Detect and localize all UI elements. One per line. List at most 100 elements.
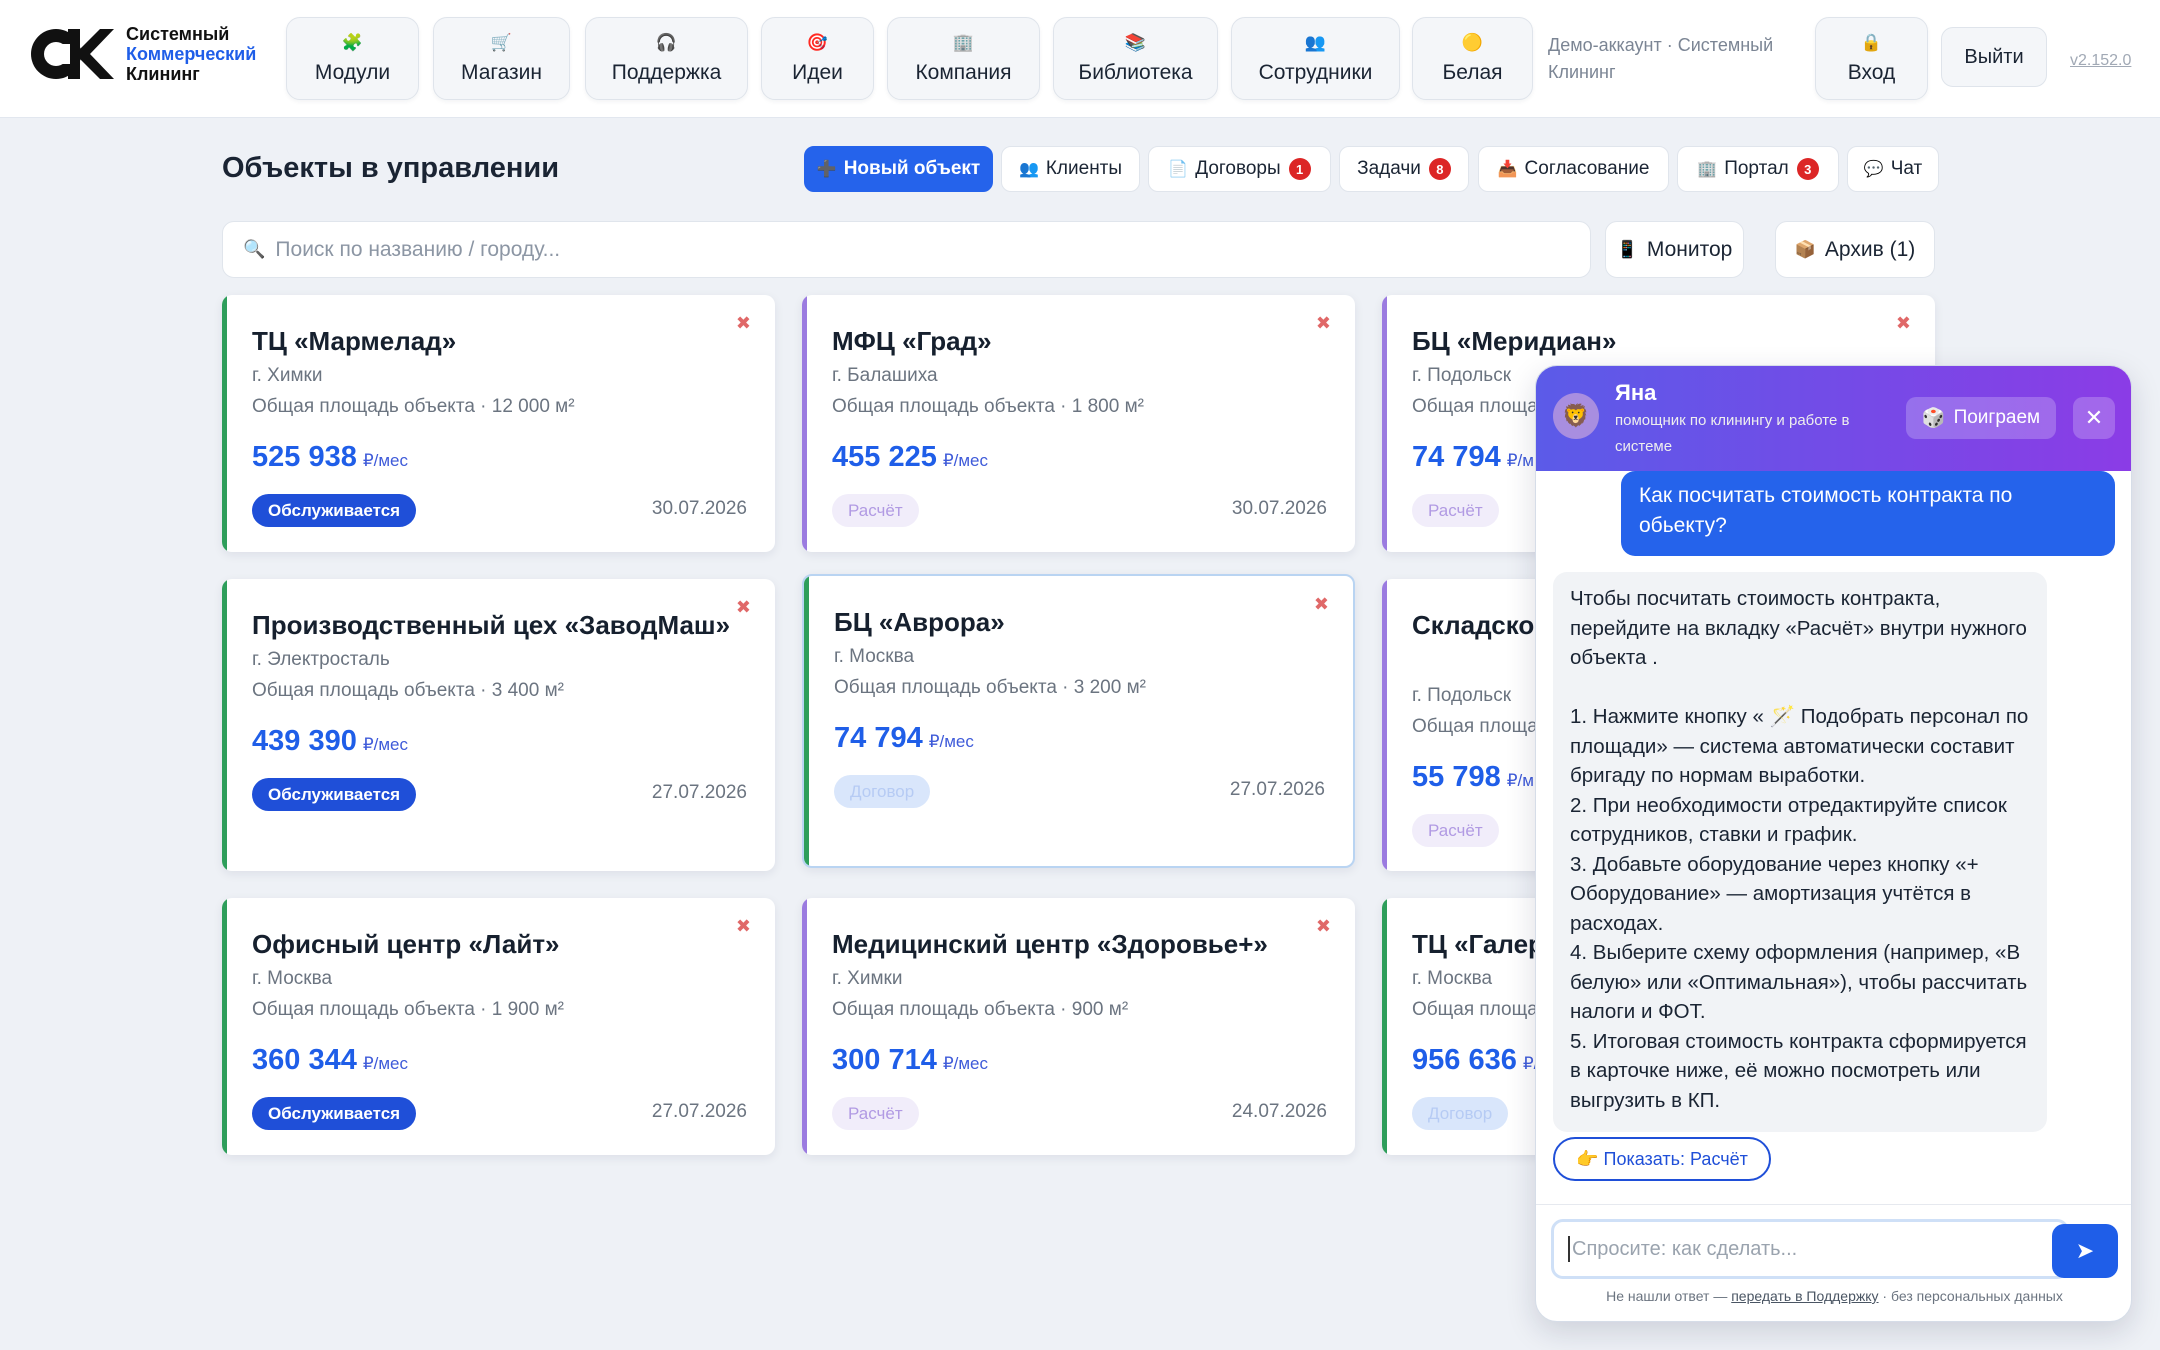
nav-white-scheme[interactable]: 🟡 Белая (1412, 17, 1533, 100)
object-card[interactable]: Производственный цех «ЗаводМаш» г. Элект… (222, 579, 775, 871)
nav-ideas[interactable]: 🎯 Идеи (761, 17, 874, 100)
tasks-count-badge: 8 (1428, 158, 1451, 180)
logo-text: Системный Коммерческий Клининг (126, 24, 256, 84)
close-chat-button[interactable]: ✕ (2073, 397, 2115, 439)
card-title: Производственный цех «ЗаводМаш» (252, 610, 731, 640)
object-card[interactable]: БЦ «Аврора» г. Москва Общая площадь объе… (802, 574, 1355, 868)
status-badge: Расчёт (1412, 814, 1499, 847)
play-button[interactable]: 🎲 Поиграем (1906, 397, 2056, 439)
card-city: г. Москва (252, 968, 333, 989)
nav-employees[interactable]: 👥 Сотрудники (1231, 17, 1400, 100)
price-value: 439 390 (252, 725, 357, 757)
logo-mark-icon (31, 29, 114, 79)
card-area: Общая площа (1412, 396, 1538, 417)
archive-button[interactable]: 📦 Архив (1) (1775, 221, 1935, 278)
close-icon[interactable]: ✖ (735, 916, 751, 936)
card-area: Общая площа (1412, 999, 1538, 1020)
box-icon: 📦 (1794, 239, 1816, 259)
card-price: 956 636₽/м (1412, 1044, 1550, 1077)
price-unit: ₽/м (1506, 771, 1534, 790)
puzzle-icon: 🧩 (341, 32, 364, 52)
object-card[interactable]: Офисный центр «Лайт» г. Москва Общая пло… (222, 898, 775, 1155)
price-unit: ₽/мес (362, 451, 409, 470)
monitor-button[interactable]: 📱 Монитор (1605, 221, 1744, 278)
new-object-label: Новый объект (843, 158, 981, 179)
status-badge: Обслуживается (252, 1097, 417, 1130)
assistant-subtitle: помощник по клинингу и работе в системе (1615, 412, 1850, 455)
status-badge: Договор (834, 775, 931, 808)
nav-shop[interactable]: 🛒 Магазин (433, 17, 570, 100)
contracts-label: Договоры (1195, 158, 1281, 179)
lock-icon: 🔒 (1860, 32, 1883, 52)
card-area: Общая площа (1412, 716, 1538, 737)
support-link[interactable]: передать в Поддержку (1731, 1288, 1879, 1304)
card-price: 360 344 ₽/мес (252, 1044, 408, 1077)
new-object-button[interactable]: ➕ Новый объект (804, 146, 993, 192)
nav-modules[interactable]: 🧩 Модули (286, 17, 419, 100)
assistant-avatar-icon: 🦁 (1553, 393, 1599, 439)
card-title: МФЦ «Град» (832, 326, 992, 356)
footnote-suffix: · без персональных данных (1878, 1288, 2063, 1304)
login-label: Вход (1847, 60, 1896, 84)
object-card[interactable]: МФЦ «Град» г. Балашиха Общая площадь объ… (802, 295, 1355, 552)
portal-button[interactable]: 🏢 Портал 3 (1677, 146, 1839, 192)
inbox-icon: 📥 (1497, 161, 1518, 178)
tasks-button[interactable]: Задачи 8 (1339, 146, 1469, 192)
nav-label: Поддержка (611, 60, 722, 84)
logo[interactable]: Системный Коммерческий Клининг (30, 24, 256, 84)
card-title: ТЦ «Галер (1412, 929, 1544, 959)
search-input[interactable]: 🔍 Поиск по названию / городу... (222, 221, 1591, 278)
logout-button[interactable]: Выйти (1941, 27, 2047, 87)
clients-button[interactable]: 👥 Клиенты (1001, 146, 1140, 192)
card-title: Медицинский центр «Здоровье+» (832, 929, 1268, 959)
approval-button[interactable]: 📥 Согласование (1478, 146, 1669, 192)
card-price: 74 794 ₽/мес (834, 722, 974, 755)
close-icon[interactable]: ✖ (1315, 313, 1331, 333)
contracts-button[interactable]: 📄 Договоры 1 (1148, 146, 1331, 192)
price-value: 360 344 (252, 1044, 357, 1076)
card-accent-bar (802, 295, 807, 552)
nav-library[interactable]: 📚 Библиотека (1053, 17, 1218, 100)
top-bar: Системный Коммерческий Клининг 🧩 Модули … (0, 0, 2160, 118)
card-area: Общая площадь объекта · 12 000 м² (252, 396, 575, 417)
card-area: Общая площадь объекта · 3 400 м² (252, 680, 564, 701)
price-value: 455 225 (832, 441, 937, 473)
nav-label: Белая (1442, 60, 1503, 84)
status-badge: Обслуживается (252, 494, 417, 527)
price-value: 956 636 (1412, 1044, 1517, 1076)
card-title: БЦ «Меридиан» (1412, 326, 1617, 356)
nav-label: Модули (314, 60, 391, 84)
close-icon[interactable]: ✖ (1315, 916, 1331, 936)
chat-footnote: Не нашли ответ — передать в Поддержку · … (1536, 1288, 2131, 1304)
close-icon[interactable]: ✖ (1313, 594, 1329, 614)
close-icon[interactable]: ✖ (735, 313, 751, 333)
status-badge: Расчёт (1412, 494, 1499, 527)
chat-input[interactable]: Спросите: как сделать... (1551, 1219, 2069, 1279)
price-value: 525 938 (252, 441, 357, 473)
nav-company[interactable]: 🏢 Компания (887, 17, 1040, 100)
card-date: 30.07.2026 (1231, 498, 1327, 519)
show-calculation-button[interactable]: 👉 Показать: Расчёт (1553, 1137, 1771, 1181)
object-card[interactable]: Медицинский центр «Здоровье+» г. Химки О… (802, 898, 1355, 1155)
close-icon[interactable]: ✖ (735, 597, 751, 617)
search-placeholder: Поиск по названию / городу... (275, 237, 561, 261)
nav-label: Сотрудники (1258, 60, 1373, 84)
card-date: 27.07.2026 (651, 1101, 747, 1122)
portal-count-badge: 3 (1796, 158, 1819, 180)
send-button[interactable]: ➤ (2052, 1224, 2118, 1278)
version-link[interactable]: v2.152.0 (2070, 52, 2132, 69)
nav-support[interactable]: 🎧 Поддержка (585, 17, 748, 100)
chat-button[interactable]: 💬 Чат (1847, 146, 1939, 192)
card-accent-bar (802, 898, 807, 1155)
card-city: г. Химки (252, 365, 323, 386)
object-card[interactable]: ТЦ «Мармелад» г. Химки Общая площадь объ… (222, 295, 775, 552)
card-city: г. Балашиха (832, 365, 938, 386)
cart-icon: 🛒 (490, 32, 513, 52)
close-icon[interactable]: ✖ (1895, 313, 1911, 333)
card-area: Общая площадь объекта · 3 200 м² (834, 677, 1146, 698)
search-icon: 🔍 (243, 239, 266, 259)
card-accent-bar (222, 579, 227, 871)
card-price: 525 938 ₽/мес (252, 441, 408, 474)
login-button[interactable]: 🔒 Вход (1815, 17, 1928, 100)
play-label: Поиграем (1953, 407, 2041, 428)
